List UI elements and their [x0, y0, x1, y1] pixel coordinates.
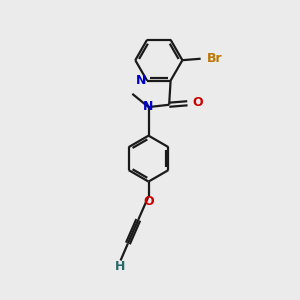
Text: H: H [115, 260, 125, 274]
Text: O: O [192, 96, 203, 109]
Text: N: N [143, 100, 153, 113]
Text: O: O [143, 195, 154, 208]
Text: N: N [135, 74, 146, 86]
Text: Br: Br [206, 52, 222, 65]
